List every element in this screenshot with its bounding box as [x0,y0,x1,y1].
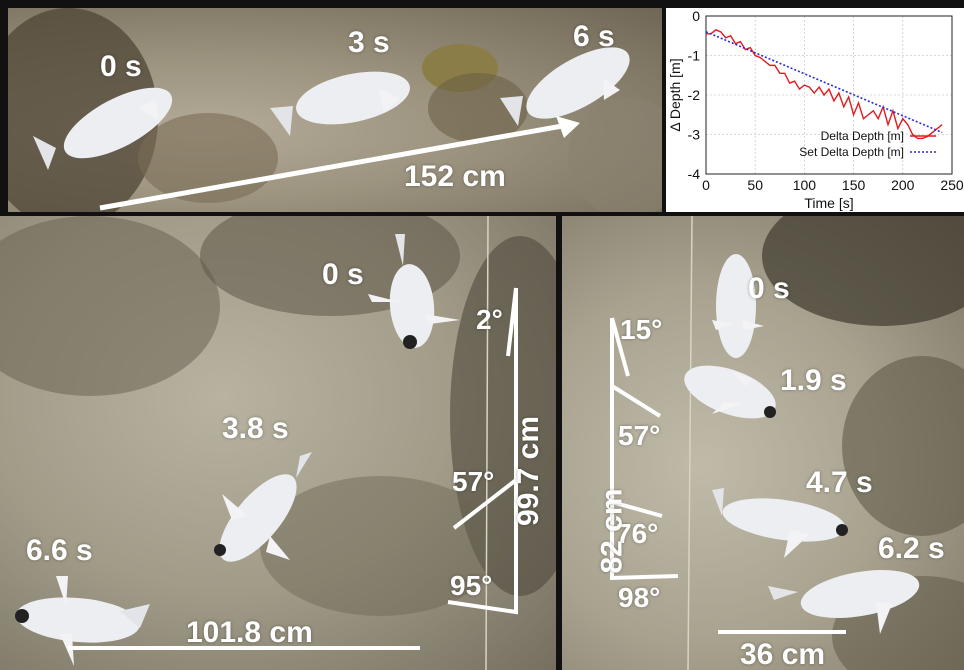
angle-label: 57° [452,466,495,497]
angle-line-15 [610,317,630,377]
x-tick-label: 150 [842,177,866,193]
time-label: 0 s [100,50,142,83]
robot-fish-6.2s [768,569,920,634]
x-tick-label: 100 [793,177,817,193]
x-tick-label: 250 [940,177,964,193]
time-label: 6.2 s [878,532,945,565]
time-label: 1.9 s [780,364,847,397]
distance-arrow-line [99,122,569,211]
horizontal-distance-label: 101.8 cm [186,616,313,649]
y-tick-label: -2 [688,87,701,103]
time-label: 3.8 s [222,412,289,445]
bottom-right-photo-panel: 0 s 1.9 s 4.7 s 6.2 s 15° 57° 76° 98° 82… [562,216,964,670]
angle-label: 98° [618,582,661,613]
trajectory-axis [610,318,679,581]
y-tick-label: -3 [688,127,701,143]
x-tick-label: 0 [702,177,710,193]
robot-fish-0s [33,87,173,170]
guide-line [485,216,489,670]
coral-patch [842,356,964,536]
y-tick-label: 0 [692,8,700,24]
rock-right [568,98,662,212]
y-tick-label: -4 [688,166,701,182]
time-label: 4.7 s [806,466,873,499]
trajectory-axis [447,288,518,615]
angle-label: 95° [450,570,493,601]
angle-line-76 [611,500,663,518]
distance-arrow-head [556,116,580,138]
bottom-left-scene [0,216,556,670]
time-label: 0 s [322,258,364,291]
angle-label: 57° [618,420,661,451]
coral-patch [260,476,500,616]
time-label: 6.6 s [26,534,93,567]
horizontal-distance-label: 36 cm [740,638,826,670]
legend-label: Set Delta Depth [m] [799,145,904,159]
x-axis-label: Time [s] [804,195,853,211]
series-line-1 [705,31,943,134]
robot-fish-4.7s [712,488,848,558]
y-tick-label: -1 [688,48,701,64]
coral-patch [0,216,220,396]
depth-chart: 0 50 100 150 200 250 0 -1 -2 -3 -4 Time [s] Δ Depth … [667,8,964,211]
series-line-0 [706,29,943,140]
angle-line-2 [506,287,518,357]
bottom-right-scene [610,216,964,670]
time-label: 3 s [348,26,390,59]
time-label: 0 s [748,272,790,305]
x-tick-label: 50 [747,177,763,193]
time-label: 6 s [573,20,615,53]
angle-label: 2° [476,304,503,335]
top-photo-panel: 0 s 3 s 6 s 152 cm [8,8,662,212]
robot-fish-0s [712,254,764,358]
top-photo-scene [8,8,662,212]
vertical-distance-label: 82 cm [595,488,629,574]
robot-fish-6.6s [15,576,150,666]
robot-fish-0s [368,234,460,349]
robot-fish-1.9s [684,365,776,419]
robot-fish-3s [270,71,410,136]
robot-fish-6s [500,47,630,126]
legend-label: Delta Depth [m] [821,129,904,143]
bottom-left-photo-panel: 0 s 3.8 s 6.6 s 2° 57° 95° 99.7 cm 101.8… [0,216,556,670]
robot-fish-3.8s [214,452,312,562]
guide-line [687,216,693,670]
x-tick-label: 200 [891,177,915,193]
y-axis-label: Δ Depth [m] [667,58,683,131]
angle-line-57 [452,478,518,530]
coral-patch [450,236,556,596]
vertical-distance-label: 99.7 cm [512,415,546,527]
depth-chart-panel: 0 50 100 150 200 250 0 -1 -2 -3 -4 Time [s] Δ Depth … [666,8,964,212]
angle-label: 15° [620,314,663,345]
angle-line-57 [610,384,662,418]
distance-label: 152 cm [404,160,506,193]
angle-label: 76° [616,518,659,549]
coral-cluster-right [428,73,528,143]
coral-patch [762,216,964,326]
plot-frame [705,15,953,175]
